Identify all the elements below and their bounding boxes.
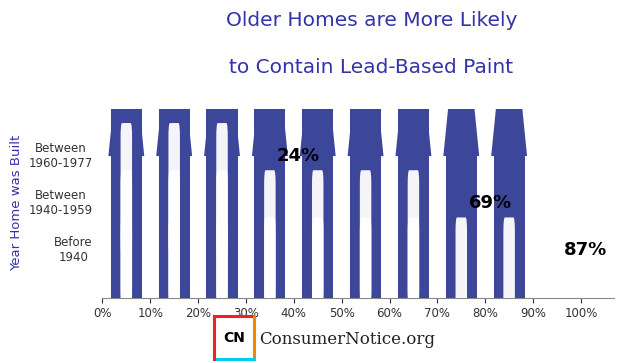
Polygon shape <box>491 0 527 156</box>
FancyBboxPatch shape <box>302 109 333 298</box>
FancyBboxPatch shape <box>168 217 180 350</box>
Text: 24%: 24% <box>277 147 320 165</box>
FancyBboxPatch shape <box>111 156 142 345</box>
Polygon shape <box>396 0 431 156</box>
FancyBboxPatch shape <box>111 109 142 298</box>
FancyBboxPatch shape <box>360 170 371 302</box>
FancyBboxPatch shape <box>207 109 237 298</box>
FancyBboxPatch shape <box>360 217 371 350</box>
Text: ConsumerNotice.org: ConsumerNotice.org <box>259 331 435 348</box>
FancyBboxPatch shape <box>216 217 228 350</box>
FancyBboxPatch shape <box>350 156 381 345</box>
Polygon shape <box>156 0 192 156</box>
FancyBboxPatch shape <box>254 156 285 345</box>
Text: 69%: 69% <box>468 194 511 212</box>
Text: Older Homes are More Likely: Older Homes are More Likely <box>225 11 517 30</box>
FancyBboxPatch shape <box>120 123 132 255</box>
FancyBboxPatch shape <box>408 217 419 350</box>
FancyBboxPatch shape <box>445 156 477 345</box>
FancyBboxPatch shape <box>216 123 228 255</box>
FancyBboxPatch shape <box>159 156 189 345</box>
FancyBboxPatch shape <box>168 123 180 255</box>
FancyBboxPatch shape <box>408 170 419 302</box>
Polygon shape <box>204 0 240 62</box>
Polygon shape <box>348 0 383 156</box>
FancyBboxPatch shape <box>120 170 132 302</box>
FancyBboxPatch shape <box>254 109 285 298</box>
FancyBboxPatch shape <box>456 217 467 350</box>
Text: 87%: 87% <box>564 241 607 260</box>
FancyBboxPatch shape <box>159 62 189 250</box>
FancyBboxPatch shape <box>264 217 276 350</box>
Polygon shape <box>156 0 192 109</box>
Polygon shape <box>348 0 383 109</box>
Polygon shape <box>300 0 335 109</box>
FancyBboxPatch shape <box>350 109 381 298</box>
FancyBboxPatch shape <box>493 156 525 345</box>
FancyBboxPatch shape <box>312 217 323 350</box>
Y-axis label: Year Home was Built: Year Home was Built <box>10 135 23 272</box>
FancyBboxPatch shape <box>207 62 237 250</box>
FancyBboxPatch shape <box>504 217 515 350</box>
FancyBboxPatch shape <box>312 170 323 302</box>
FancyBboxPatch shape <box>264 170 276 302</box>
Polygon shape <box>444 0 479 156</box>
FancyBboxPatch shape <box>398 109 429 298</box>
Polygon shape <box>204 0 240 109</box>
Polygon shape <box>108 0 144 156</box>
FancyBboxPatch shape <box>111 62 142 250</box>
Polygon shape <box>252 0 288 156</box>
FancyBboxPatch shape <box>216 170 228 302</box>
FancyBboxPatch shape <box>120 217 132 350</box>
Text: CN: CN <box>223 331 245 344</box>
FancyBboxPatch shape <box>168 170 180 302</box>
Polygon shape <box>252 0 288 109</box>
FancyBboxPatch shape <box>207 156 237 345</box>
Polygon shape <box>108 0 144 62</box>
Text: to Contain Lead-Based Paint: to Contain Lead-Based Paint <box>229 58 513 77</box>
FancyBboxPatch shape <box>159 109 189 298</box>
FancyBboxPatch shape <box>398 156 429 345</box>
FancyBboxPatch shape <box>302 156 333 345</box>
Polygon shape <box>300 0 335 156</box>
Polygon shape <box>108 0 144 109</box>
Polygon shape <box>156 0 192 62</box>
Polygon shape <box>396 0 431 109</box>
Polygon shape <box>204 0 240 156</box>
